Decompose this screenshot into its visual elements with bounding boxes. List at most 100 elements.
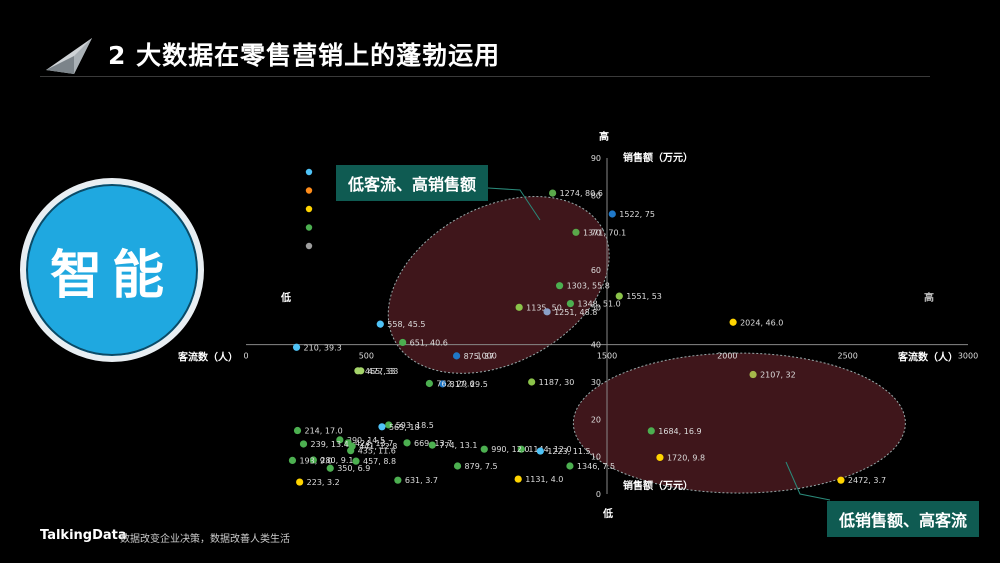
callout-low-traffic-high-sales: 低客流、高销售额 [336, 165, 489, 201]
data-point [555, 282, 564, 290]
y-tick-label: 60 [591, 266, 601, 275]
y-tick-label: 50 [591, 303, 601, 312]
y-axis-label-top: 销售额（万元） [623, 151, 693, 164]
data-point-label: 565, 18 [389, 423, 420, 432]
data-point-label: 435, 11.6 [358, 447, 396, 456]
data-point [293, 426, 302, 435]
data-point [517, 445, 525, 453]
data-point-label: 193, 9.0 [299, 456, 332, 465]
data-point [543, 308, 551, 316]
data-point [452, 352, 461, 360]
data-point-label: 1251, 48.8 [554, 308, 597, 317]
x-tick-label: 2000 [717, 352, 737, 361]
data-point-label: 1346, 7.5 [577, 462, 615, 471]
data-point-label: 1144, 12.0 [528, 445, 571, 454]
x-axis-label-right: 客流数（人） [897, 351, 958, 364]
data-point-label: 1274, 80.6 [560, 189, 603, 198]
page-title: 2 大数据在零售营销上的蓬勃运用 [108, 41, 501, 70]
data-point-label: 1684, 16.9 [658, 427, 701, 436]
data-point [647, 427, 655, 435]
y-tick-label: 0 [596, 490, 601, 499]
x-tick-label: 2500 [837, 352, 857, 361]
y-tick-label: 80 [591, 191, 601, 200]
x-tick-label: 500 [359, 352, 374, 361]
data-point [399, 338, 407, 347]
data-point [354, 367, 362, 375]
data-point-label: 762, 29.6 [436, 379, 474, 388]
data-point-label: 1187, 30 [539, 378, 575, 387]
data-point-label: 465, 33 [365, 367, 396, 376]
data-point [549, 189, 557, 197]
data-point-label: 593, 18.5 [396, 421, 434, 430]
y-tick-label: 70 [591, 229, 601, 238]
data-point [528, 378, 536, 386]
data-point [656, 453, 664, 462]
title-divider [40, 76, 930, 77]
data-point-label: 2472, 3.7 [848, 476, 886, 485]
data-point [403, 439, 411, 447]
data-point [615, 292, 623, 300]
data-point [566, 300, 575, 308]
x-tick-label: 1500 [597, 352, 617, 361]
badge-circle: 智能 [20, 178, 204, 362]
data-point-label: 1720, 9.8 [667, 453, 705, 462]
data-point-label: 879, 7.5 [465, 462, 498, 471]
data-point-label: 1223, 11.5 [547, 447, 590, 456]
data-point-label: 424, 13.7 [355, 439, 393, 448]
data-point [292, 343, 301, 351]
data-point [425, 379, 433, 388]
logo-icon [46, 38, 92, 74]
region-bottom-right [572, 352, 906, 494]
data-point-label: 477, 33 [368, 367, 399, 376]
data-point-label: 1371, 70.1 [583, 228, 626, 237]
x-end-label-low: 低 [280, 291, 291, 304]
callout-low-sales-high-traffic: 低销售额、高客流 [827, 501, 980, 537]
y-tick-label: 90 [591, 154, 601, 163]
y-tick-label: 30 [591, 378, 601, 387]
legend-marker [305, 168, 313, 176]
data-point-label: 631, 3.7 [405, 476, 438, 485]
data-point [536, 447, 544, 455]
data-point-label: 2024, 46.0 [740, 318, 783, 327]
y-axis-label-bottom: 销售额（万元） [623, 479, 693, 492]
legend-marker [305, 187, 313, 194]
data-point [352, 457, 360, 465]
data-point-label: 558, 45.5 [387, 320, 425, 329]
data-point [288, 456, 297, 464]
data-point [385, 421, 393, 429]
data-point [453, 462, 462, 470]
y-tick-label: 20 [591, 415, 601, 424]
data-point-label: 1131, 4.0 [525, 475, 563, 484]
x-axis-label-left: 客流数（人） [177, 351, 238, 364]
data-point [326, 464, 334, 472]
data-point-label: 350, 6.9 [337, 464, 370, 473]
data-point [336, 436, 344, 444]
data-point [480, 445, 488, 453]
data-point-label: 210, 39.3 [304, 343, 342, 352]
data-point [347, 447, 355, 455]
data-point-label: 457, 8.8 [363, 457, 396, 466]
data-point-label: 239, 13.4 [311, 440, 349, 449]
y-end-label-high: 高 [599, 130, 609, 143]
data-point [309, 456, 317, 464]
data-point [378, 423, 386, 431]
x-tick-label: 0 [243, 352, 248, 361]
highlight-regions [387, 196, 906, 494]
region-top-left [387, 196, 610, 374]
data-point [299, 440, 308, 448]
footer-slogan: 数据改变企业决策，数据改善人类生活 [120, 534, 290, 545]
data-point [296, 478, 304, 486]
data-point-label: 2107, 32 [760, 371, 796, 380]
data-point-label: 1303, 55.8 [567, 282, 610, 291]
data-point [749, 370, 757, 379]
chart-axes: 0 500 1000 1500 2000 2500 3000 0 10 20 30 40 50 60 70 8… [177, 130, 978, 520]
connector-bottom [785, 461, 831, 501]
legend-marker [305, 224, 313, 231]
data-point [376, 320, 384, 328]
chart-points: 1274, 80.6 1522, 75 1371, 70.1 1303, 55.8 15… [288, 189, 886, 487]
data-point [566, 462, 574, 470]
data-point [394, 476, 402, 484]
data-point [608, 210, 616, 218]
data-point-label: 223, 3.2 [307, 478, 340, 487]
